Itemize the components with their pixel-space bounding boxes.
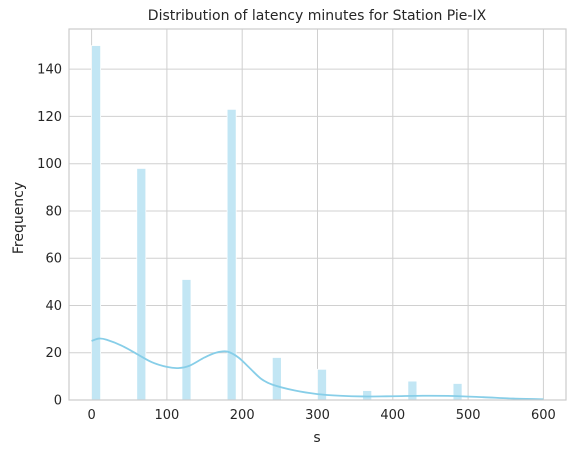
histogram-bar — [182, 279, 191, 400]
y-axis-label: Frequency — [11, 182, 27, 254]
histogram-bar — [227, 109, 236, 400]
y-tick-label: 0 — [54, 394, 62, 409]
x-tick-label: 400 — [380, 408, 405, 423]
y-tick-label: 20 — [45, 346, 62, 361]
y-tick-label: 80 — [45, 204, 62, 219]
x-tick-label: 200 — [230, 408, 255, 423]
y-tick-label: 120 — [37, 110, 62, 125]
y-tick-label: 100 — [37, 157, 62, 172]
y-tick-label: 40 — [45, 299, 62, 314]
x-tick-label: 300 — [305, 408, 330, 423]
x-tick-label: 500 — [456, 408, 481, 423]
histogram-bar — [92, 46, 101, 400]
x-tick-label: 600 — [531, 408, 556, 423]
histogram-bars — [92, 46, 462, 400]
chart-title: Distribution of latency minutes for Stat… — [148, 8, 487, 24]
histogram-bar — [363, 391, 372, 400]
histogram-bar — [453, 383, 462, 400]
x-tick-labels: 0 100 200 300 400 500 600 — [87, 408, 555, 423]
histogram-bar — [137, 168, 146, 400]
x-tick-label: 0 — [87, 408, 95, 423]
y-tick-label: 60 — [45, 252, 62, 267]
y-tick-label: 140 — [37, 63, 62, 78]
histogram-bar — [272, 357, 281, 400]
histogram-bar — [408, 381, 417, 400]
x-axis-label: s — [313, 430, 320, 446]
x-tick-label: 100 — [154, 408, 179, 423]
y-tick-labels: 0 20 40 60 80 100 120 140 — [37, 63, 62, 409]
